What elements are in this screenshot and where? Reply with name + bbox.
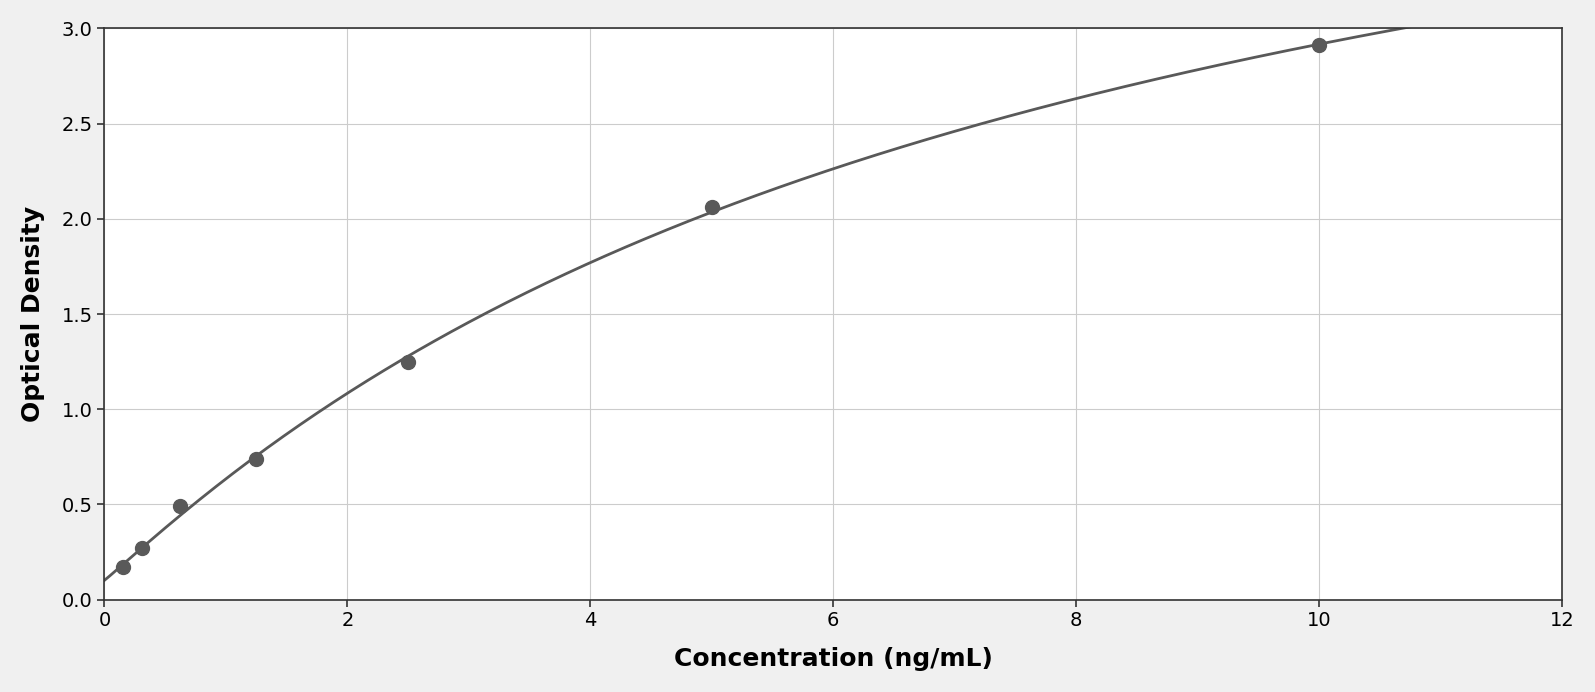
Point — [1306, 40, 1332, 51]
Point — [396, 356, 421, 367]
Point — [110, 562, 136, 573]
Point — [244, 453, 270, 464]
Point — [699, 202, 724, 213]
Y-axis label: Optical Density: Optical Density — [21, 206, 45, 422]
Point — [167, 501, 193, 512]
X-axis label: Concentration (ng/mL): Concentration (ng/mL) — [673, 647, 992, 671]
Point — [129, 543, 155, 554]
